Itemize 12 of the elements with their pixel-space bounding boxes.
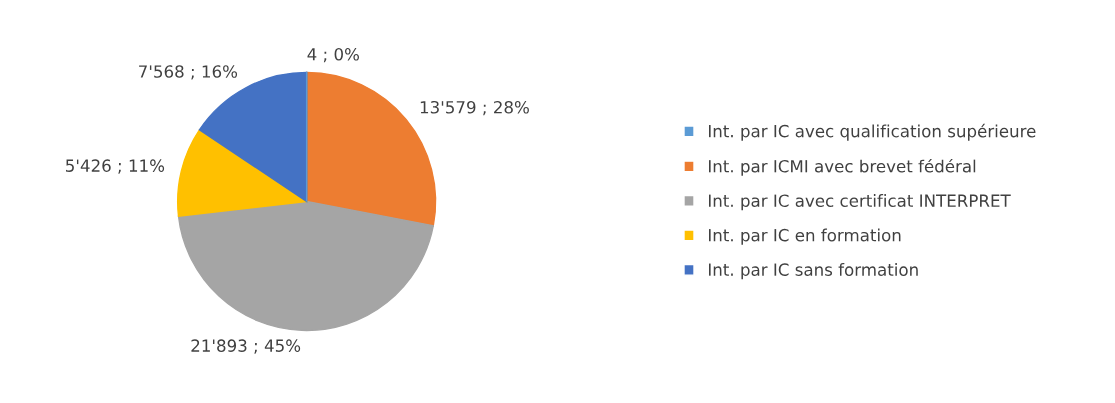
data-label: 13'579 ; 28% (420, 100, 529, 116)
legend-label: Int. par IC avec qualification supérieure (708, 123, 1036, 141)
legend-label: Int. par IC avec certificat INTERPRET (708, 194, 1011, 211)
legend-label: Int. par IC en formation (708, 228, 901, 245)
data-label: 4 ; 0% (307, 48, 359, 63)
data-label: 7'568 ; 16% (139, 65, 238, 80)
legend-label: Int. par IC sans formation (708, 263, 918, 280)
data-label: 5'426 ; 11% (66, 159, 165, 174)
pie-slice (177, 200, 434, 332)
legend-label: Int. par ICMI avec brevet fédéral (708, 158, 976, 176)
data-label: 21'893 ; 45% (191, 339, 301, 354)
pie-slice (176, 129, 308, 217)
